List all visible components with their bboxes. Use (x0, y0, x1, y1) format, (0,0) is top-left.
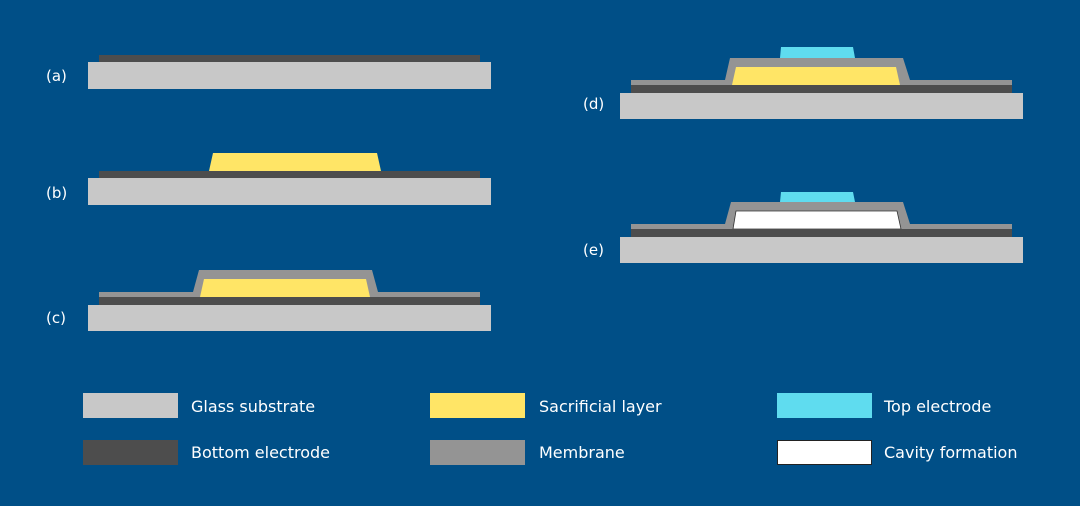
legend-label: Glass substrate (191, 397, 315, 416)
glass-substrate (88, 305, 491, 331)
step-a: (a) (46, 55, 491, 89)
legend-swatch-sacrificial (430, 393, 525, 418)
glass-substrate (620, 237, 1023, 263)
legend-swatch-top-electrode (777, 393, 872, 418)
step-b: (b) (46, 153, 491, 205)
legend-label: Sacrificial layer (539, 397, 662, 416)
top-electrode (780, 47, 855, 58)
legend: Glass substrate Bottom electrode Sacrifi… (83, 393, 1017, 465)
bottom-electrode (99, 171, 480, 178)
step-label: (d) (583, 95, 604, 113)
bottom-electrode (99, 55, 480, 62)
legend-label: Top electrode (883, 397, 991, 416)
step-label: (a) (46, 67, 67, 85)
step-c: (c) (46, 270, 491, 331)
sacrificial-layer (209, 153, 381, 171)
legend-swatch-cavity (777, 440, 872, 465)
legend-swatch-glass (83, 393, 178, 418)
sacrificial-layer (200, 279, 370, 297)
top-electrode (780, 192, 855, 202)
bottom-electrode (631, 229, 1012, 237)
glass-substrate (620, 93, 1023, 119)
glass-substrate (88, 62, 491, 89)
legend-swatch-bottom-electrode (83, 440, 178, 465)
step-label: (c) (46, 309, 66, 327)
bottom-electrode (631, 85, 1012, 93)
cavity (732, 210, 902, 230)
step-d: (d) (583, 47, 1023, 119)
sacrificial-layer (732, 67, 900, 85)
legend-label: Bottom electrode (191, 443, 330, 462)
step-e: (e) (583, 192, 1023, 263)
step-label: (b) (46, 184, 67, 202)
step-label: (e) (583, 241, 604, 259)
legend-label: Cavity formation (884, 443, 1017, 462)
legend-swatch-membrane (430, 440, 525, 465)
legend-label: Membrane (539, 443, 625, 462)
bottom-electrode (99, 297, 480, 305)
glass-substrate (88, 178, 491, 205)
